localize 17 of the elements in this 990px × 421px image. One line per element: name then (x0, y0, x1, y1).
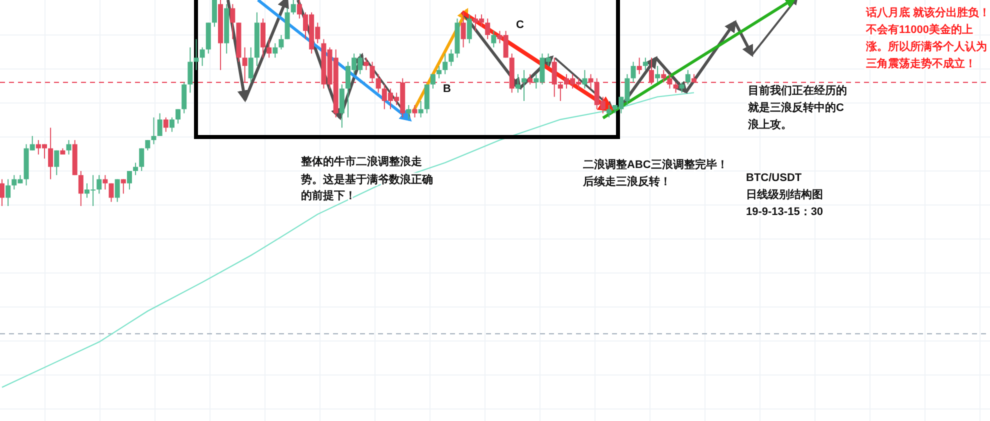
annotation: 整体的牛市二浪调整浪走 (301, 156, 422, 168)
annotation: BTC/USDT (746, 172, 802, 184)
annotation: 后续走三浪反转！ (583, 176, 671, 188)
annotation: 19-9-13-15：30 (746, 206, 824, 218)
annotation: 二浪调整ABC三浪调整完毕！ (583, 159, 728, 171)
annotation: B (443, 83, 451, 95)
annotation: C (516, 19, 524, 31)
annotation: 话八月底 就该分出胜负！ (866, 7, 990, 19)
annotation: 的前提下！ (301, 190, 356, 202)
annotation: 日线级别结构图 (746, 189, 823, 201)
annotation: 就是三浪反转中的C (748, 102, 844, 114)
annotation: 不会有11000美金的上 (866, 24, 973, 36)
annotation: 涨。所以所满爷个人认为 (866, 41, 987, 53)
annotation: 势。这是基于满爷数浪正确 (301, 174, 433, 186)
annotation: 三角震荡走势不成立！ (866, 58, 976, 70)
annotation: 浪上攻。 (748, 119, 792, 131)
annotation: 目前我们正在经历的 (748, 85, 847, 97)
